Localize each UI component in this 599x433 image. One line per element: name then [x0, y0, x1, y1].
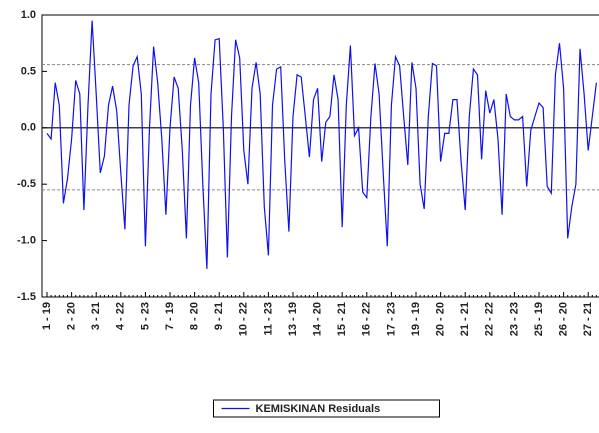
x-tick-label: 13 - 19: [287, 302, 299, 336]
plot-frame: [41, 14, 599, 298]
x-tick-label: 3 - 21: [90, 302, 102, 330]
x-tick-label: 2 - 20: [66, 302, 78, 330]
x-tick-label: 23 - 23: [508, 302, 520, 336]
legend-box: [213, 399, 440, 418]
legend-label: KEMISKINAN Residuals: [256, 403, 381, 415]
x-tick-label: 4 - 22: [115, 302, 127, 330]
series-line: [46, 20, 597, 269]
x-tick-label: 17 - 23: [385, 302, 397, 336]
x-tick-label: 20 - 20: [435, 302, 447, 336]
legend: KEMISKINAN Residuals: [213, 399, 440, 418]
x-tick-label: 16 - 22: [361, 302, 373, 336]
x-tick-label: 10 - 22: [238, 302, 250, 336]
x-tick-label: 19 - 19: [410, 302, 422, 336]
x-tick-label: 21 - 21: [459, 302, 471, 336]
x-tick-label: 1 - 19: [41, 302, 53, 330]
x-tick-label: 25 - 19: [533, 302, 545, 336]
x-tick-label: 8 - 20: [189, 302, 201, 330]
x-tick-label: 15 - 21: [336, 302, 348, 336]
x-tick-label: 7 - 19: [164, 302, 176, 330]
x-tick-label: 14 - 20: [312, 302, 324, 336]
x-tick-label: 9 - 21: [213, 302, 225, 330]
y-tick-label: -1.0: [17, 235, 36, 247]
x-tick-label: 11 - 23: [262, 302, 274, 336]
x-tick-label: 26 - 20: [558, 302, 570, 336]
y-tick-label: -0.5: [17, 178, 36, 190]
y-tick-label: -1.5: [17, 291, 36, 303]
y-tick-label: 0.0: [21, 122, 36, 134]
x-tick-label: 27 - 21: [582, 302, 594, 336]
y-tick-label: 1.0: [21, 9, 36, 21]
x-tick-label: 22 - 22: [484, 302, 496, 336]
y-tick-label: 0.5: [21, 65, 36, 77]
x-tick-label: 5 - 23: [139, 302, 151, 330]
